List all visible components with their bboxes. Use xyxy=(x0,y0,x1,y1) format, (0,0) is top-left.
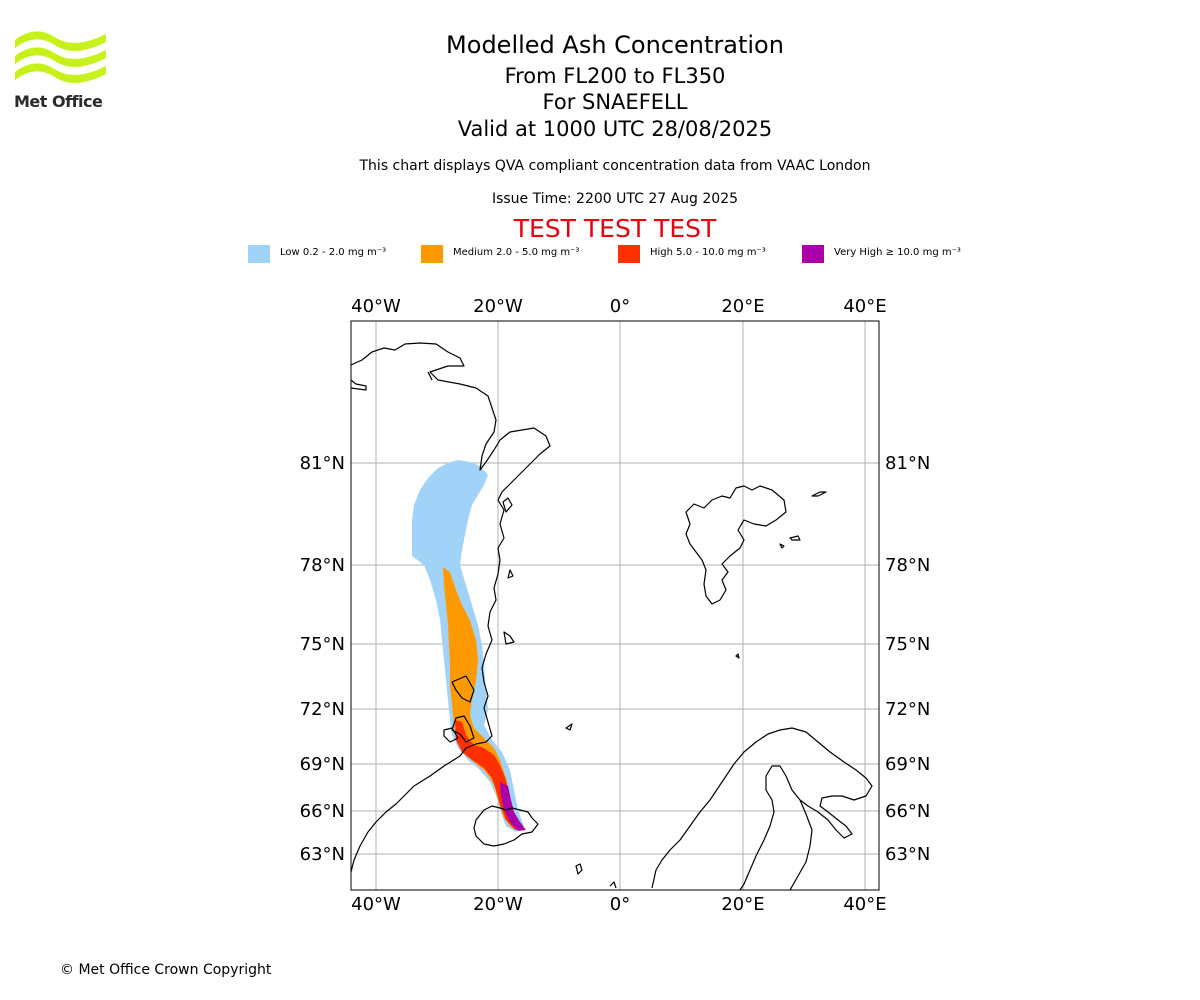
lat-axis-left: 81°N 78°N 75°N 72°N 69°N 66°N 63°N xyxy=(300,453,345,865)
legend-label-low: Low 0.2 - 2.0 mg m⁻³ xyxy=(280,247,387,258)
legend-label-medium: Medium 2.0 - 5.0 mg m⁻³ xyxy=(453,247,580,258)
level-range: From FL200 to FL350 xyxy=(504,64,726,88)
svalbard-coast xyxy=(685,485,787,605)
lon-tick-label: 0° xyxy=(610,296,630,317)
copyright-notice: © Met Office Crown Copyright xyxy=(60,962,272,978)
lon-tick-label: 0° xyxy=(610,894,630,915)
lon-tick-label: 40°E xyxy=(843,296,886,317)
lat-tick-label: 63°N xyxy=(885,844,930,865)
graticule xyxy=(351,321,879,890)
legend-label-high: High 5.0 - 10.0 mg m⁻³ xyxy=(650,247,766,258)
met-office-logo: Met Office xyxy=(14,30,108,112)
lon-tick-label: 20°W xyxy=(473,894,523,915)
lat-tick-label: 63°N xyxy=(300,844,345,865)
faroe-coast xyxy=(575,863,583,875)
legend-swatch-very-high xyxy=(802,245,824,263)
lon-tick-label: 20°E xyxy=(721,296,764,317)
map-frame xyxy=(350,320,880,891)
ash-plume-medium xyxy=(443,567,520,828)
lon-tick-label: 40°W xyxy=(351,894,401,915)
lat-tick-label: 69°N xyxy=(885,754,930,775)
lon-tick-label: 20°E xyxy=(721,894,764,915)
met-office-wordmark: Met Office xyxy=(14,92,103,111)
lat-tick-label: 75°N xyxy=(885,634,930,655)
lon-tick-label: 20°W xyxy=(473,296,523,317)
lon-axis-bottom: 40°W 20°W 0° 20°E 40°E xyxy=(351,894,886,915)
lat-axis-right: 81°N 78°N 75°N 72°N 69°N 66°N 63°N xyxy=(885,453,930,865)
volcano-name: For SNAEFELL xyxy=(542,90,688,114)
lon-axis-top: 40°W 20°W 0° 20°E 40°E xyxy=(351,296,886,317)
legend-swatch-high xyxy=(618,245,640,263)
lon-tick-label: 40°W xyxy=(351,296,401,317)
legend-swatch-low xyxy=(248,245,270,263)
lat-tick-label: 81°N xyxy=(300,453,345,474)
bear-island-coast xyxy=(735,653,740,659)
iceland-coast xyxy=(473,805,539,847)
valid-time: Valid at 1000 UTC 28/08/2025 xyxy=(457,117,773,141)
chart-title: Modelled Ash Concentration xyxy=(446,31,784,59)
lat-tick-label: 81°N xyxy=(885,453,930,474)
legend-label-very-high: Very High ≥ 10.0 mg m⁻³ xyxy=(834,247,961,258)
scandinavia-coast xyxy=(651,727,873,890)
jan-mayen-coast xyxy=(565,723,573,731)
issue-time: Issue Time: 2200 UTC 27 Aug 2025 xyxy=(491,191,739,207)
test-banner: TEST TEST TEST xyxy=(513,214,717,243)
lat-tick-label: 66°N xyxy=(300,801,345,822)
lon-tick-label: 40°E xyxy=(843,894,886,915)
ash-plume-very-high xyxy=(500,782,526,831)
legend-swatch-medium xyxy=(421,245,443,263)
greenland-coast xyxy=(351,342,551,873)
coastlines xyxy=(351,342,873,890)
lat-tick-label: 78°N xyxy=(300,555,345,576)
lat-tick-label: 72°N xyxy=(300,699,345,720)
lat-tick-label: 78°N xyxy=(885,555,930,576)
lat-tick-label: 72°N xyxy=(885,699,930,720)
met-office-waves-icon xyxy=(15,31,106,83)
lat-tick-label: 75°N xyxy=(300,634,345,655)
lat-tick-label: 66°N xyxy=(885,801,930,822)
lat-tick-label: 69°N xyxy=(300,754,345,775)
chart-description: This chart displays QVA compliant concen… xyxy=(359,158,871,174)
